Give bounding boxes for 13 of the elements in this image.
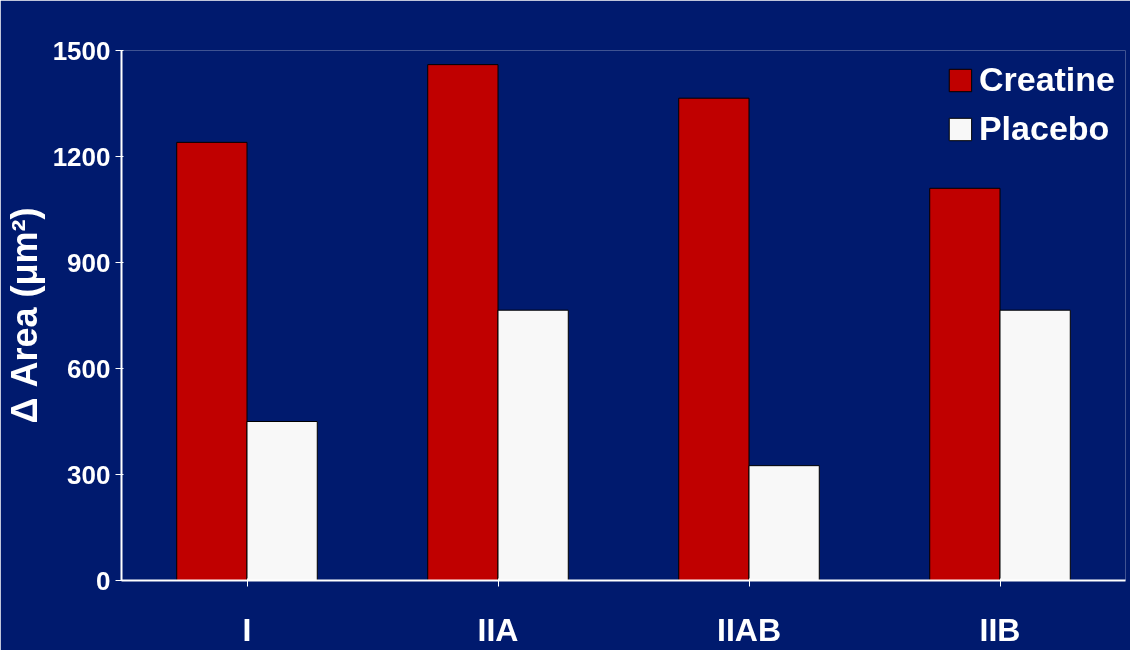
y-tick-label: 300 xyxy=(67,459,111,490)
x-tick-label: I xyxy=(242,611,252,648)
x-tick-label: IIB xyxy=(979,611,1021,648)
legend-label: Creatine xyxy=(978,60,1115,99)
y-tick-label: 900 xyxy=(67,247,111,278)
y-axis-title: Δ Area (μm²) xyxy=(3,207,45,424)
y-tick-label: 1500 xyxy=(52,35,111,66)
y-tick-label: 0 xyxy=(96,565,111,596)
x-tick-label: IIAB xyxy=(717,611,781,648)
legend-label: Placebo xyxy=(978,109,1110,148)
y-tick-label: 600 xyxy=(67,353,111,384)
x-tick-label: IIA xyxy=(477,611,519,648)
y-tick-label: 1200 xyxy=(52,141,111,172)
